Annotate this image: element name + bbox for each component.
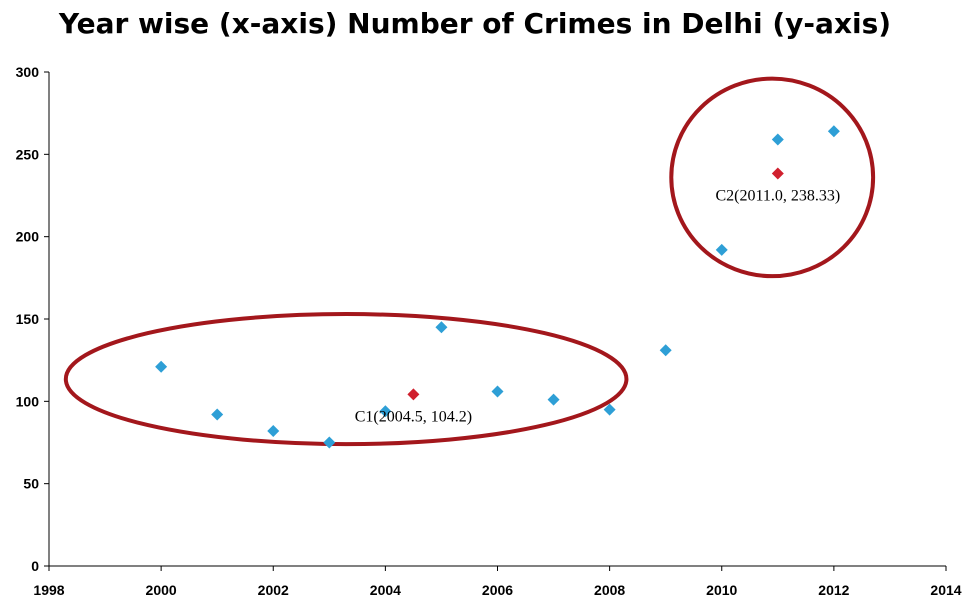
data-points — [155, 125, 840, 449]
data-point — [267, 424, 280, 437]
cluster-ellipse-2 — [669, 76, 876, 279]
y-tick-label: 0 — [31, 558, 39, 574]
axes: 0 50 100 150 200 250 300 1998 2000 2002 2004 2006 20… — [16, 64, 962, 598]
x-tick-label: 1998 — [33, 582, 64, 598]
y-tick-label: 50 — [23, 476, 39, 492]
cluster-outlines — [63, 76, 876, 447]
data-point — [659, 344, 672, 357]
y-tick-label: 100 — [16, 393, 40, 409]
data-point — [379, 405, 392, 418]
data-point — [827, 125, 840, 138]
y-tick-label: 300 — [16, 64, 40, 80]
data-point — [547, 393, 560, 406]
x-tick-label: 2008 — [594, 582, 625, 598]
x-tick-label: 2006 — [482, 582, 513, 598]
cluster-ellipse-1 — [63, 312, 629, 447]
x-tick-label: 2010 — [706, 582, 737, 598]
chart-title: Year wise (x-axis) Number of Crimes in D… — [58, 7, 891, 40]
data-point — [715, 243, 728, 256]
centroid-point — [771, 167, 784, 180]
y-tick-label: 150 — [16, 311, 40, 327]
centroid-point — [407, 388, 420, 401]
x-tick-label: 2004 — [370, 582, 401, 598]
data-point — [491, 385, 504, 398]
y-tick-label: 200 — [16, 229, 40, 245]
data-point — [211, 408, 224, 421]
y-tick-label: 250 — [16, 146, 40, 162]
data-point — [435, 321, 448, 334]
data-point — [155, 360, 168, 373]
data-point — [603, 403, 616, 416]
x-tick-label: 2000 — [146, 582, 177, 598]
data-point — [323, 436, 336, 449]
centroid-label: C2(2011.0, 238.33) — [715, 188, 840, 205]
annotations: C1(2004.5, 104.2) C2(2011.0, 238.33) — [355, 188, 840, 426]
x-tick-label: 2014 — [930, 582, 961, 598]
x-tick-label: 2002 — [258, 582, 289, 598]
x-tick-label: 2012 — [818, 582, 849, 598]
centroid-label: C1(2004.5, 104.2) — [355, 408, 472, 425]
data-point — [771, 133, 784, 146]
